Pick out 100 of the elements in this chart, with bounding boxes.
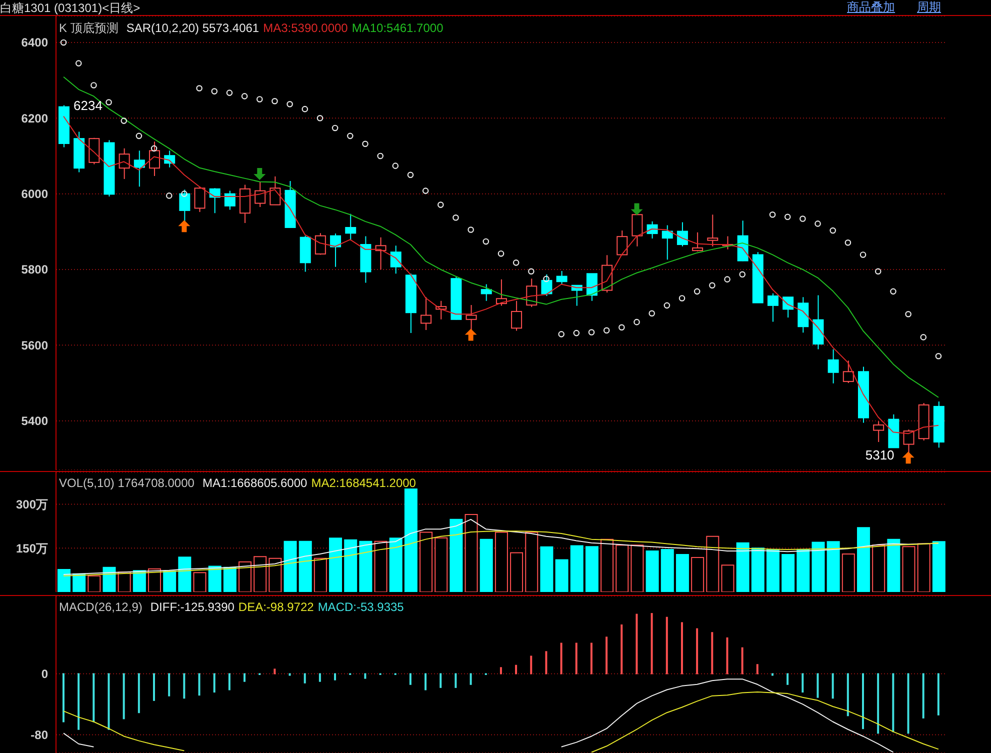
bar (254, 556, 267, 592)
bar (540, 546, 554, 592)
point (75, 60, 82, 66)
bar (329, 538, 342, 592)
candlestick (782, 296, 794, 318)
point (630, 203, 643, 216)
point (844, 239, 852, 246)
point (181, 190, 188, 197)
bar (223, 566, 236, 592)
bar (872, 544, 886, 592)
bar (646, 550, 659, 592)
text: MA2:1684541.2000 (311, 476, 416, 490)
bar (600, 538, 614, 592)
point (392, 162, 399, 169)
candlestick (360, 236, 372, 284)
point (634, 318, 640, 326)
legend-title: VOL(5,10) 1764708.0000 (59, 476, 194, 490)
candlestick (798, 296, 809, 334)
candlestick (118, 148, 130, 180)
point (286, 101, 293, 108)
text: SAR(10,2,20) 5573.4061 (126, 21, 260, 35)
point (226, 90, 233, 96)
point (438, 202, 444, 208)
point (90, 82, 97, 88)
line-series (63, 518, 939, 575)
legend-title: MACD(26,12,9) (59, 600, 142, 614)
bar (902, 546, 916, 592)
point (905, 310, 912, 318)
bar (796, 549, 810, 592)
y-tick-label: 6400 (21, 36, 48, 50)
bar (359, 540, 372, 592)
text: MA1:1668605.6000 (202, 476, 308, 490)
point (588, 329, 595, 336)
point (241, 93, 248, 100)
candlestick (149, 141, 160, 177)
bar (72, 573, 86, 592)
bar (736, 542, 750, 592)
bar (480, 538, 493, 592)
candlestick (375, 236, 386, 270)
bar (691, 556, 704, 592)
bar (284, 540, 297, 592)
candlestick (345, 213, 356, 241)
y-tick-label: 5800 (21, 262, 48, 277)
candlestick (842, 360, 854, 384)
bar (555, 559, 568, 592)
candlestick (812, 294, 824, 350)
candlestick (390, 245, 402, 274)
point (166, 192, 172, 199)
point (196, 85, 202, 92)
y-tick-label: 6000 (21, 187, 48, 202)
bar (721, 564, 734, 592)
bar (118, 572, 131, 592)
bar (782, 554, 795, 592)
bar (660, 549, 674, 592)
point (377, 152, 384, 160)
bar (58, 568, 70, 592)
candlestick (330, 233, 342, 268)
point (724, 276, 730, 282)
point (814, 220, 821, 227)
point (422, 188, 429, 194)
text: MA3:5390.0000 (263, 21, 348, 35)
point (362, 140, 368, 148)
bar (298, 540, 312, 592)
bar (585, 546, 598, 592)
point (178, 220, 190, 232)
candlestick (676, 222, 688, 247)
bar (314, 558, 327, 592)
bar (389, 538, 402, 592)
bar (917, 543, 930, 592)
point (272, 98, 278, 104)
text: DEA:-98.9722 (238, 600, 314, 614)
point (800, 216, 806, 222)
candlestick (858, 366, 869, 424)
bar (842, 553, 855, 592)
point (573, 330, 580, 336)
point (60, 39, 67, 46)
point (739, 271, 746, 278)
point (558, 331, 564, 338)
line-series (63, 76, 939, 398)
point (452, 214, 459, 221)
bar (616, 544, 629, 592)
candlestick (707, 214, 718, 247)
candlestick (254, 181, 266, 208)
point (136, 132, 142, 140)
bar (374, 540, 388, 592)
text: DIFF:-125.9390 (150, 600, 234, 614)
bar (208, 566, 222, 592)
bar (812, 542, 825, 592)
point (890, 288, 896, 295)
bar (88, 575, 101, 592)
bar (344, 539, 358, 592)
y-tick-label: -80 (30, 728, 48, 742)
candlestick (692, 232, 704, 252)
bar (148, 568, 162, 592)
point (106, 99, 112, 106)
point (543, 276, 550, 282)
point (920, 334, 927, 340)
legend-title: K 顶底预测 (59, 21, 118, 35)
bar (404, 488, 418, 592)
bar (826, 541, 840, 592)
